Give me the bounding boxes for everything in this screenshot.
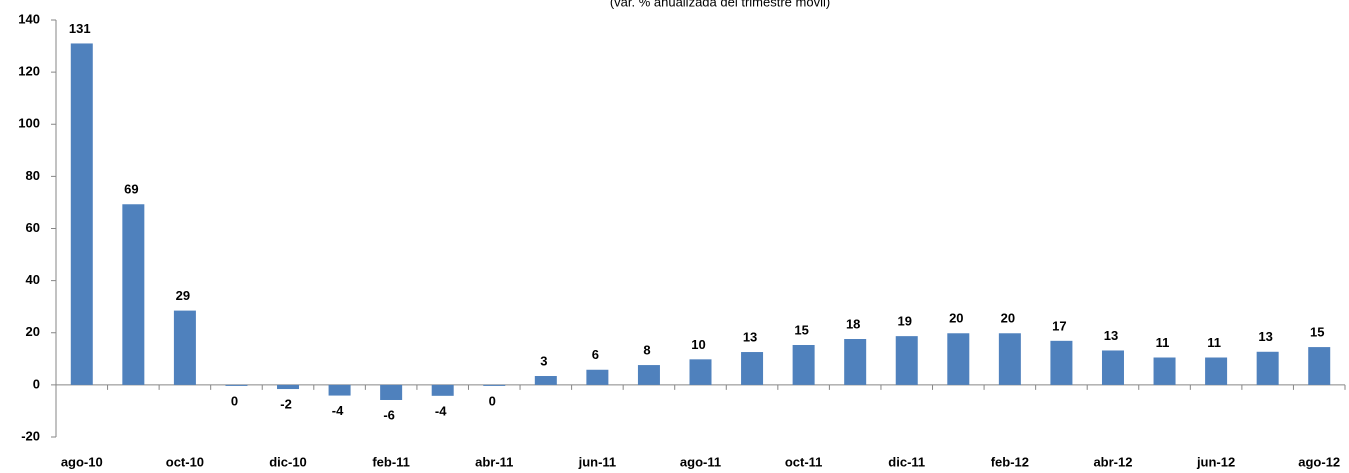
bar bbox=[1308, 347, 1331, 385]
bar bbox=[1101, 350, 1124, 385]
data-label: 0 bbox=[231, 393, 238, 408]
data-label: 15 bbox=[1310, 325, 1324, 340]
bar bbox=[586, 369, 609, 385]
chart-subtitle: (var. % anualizada del trimestre móvil) bbox=[610, 0, 830, 9]
bar bbox=[741, 352, 764, 385]
data-label: 13 bbox=[1258, 329, 1272, 344]
x-tick-label: ago-12 bbox=[1298, 454, 1340, 469]
bar bbox=[1205, 357, 1228, 385]
x-tick-label: jun-11 bbox=[578, 454, 617, 469]
data-label: 13 bbox=[1104, 328, 1118, 343]
bar bbox=[534, 376, 557, 385]
y-tick-label: -20 bbox=[21, 428, 40, 443]
x-tick-label: jun-12 bbox=[1196, 454, 1235, 469]
data-label: 20 bbox=[1001, 311, 1015, 326]
data-label: 20 bbox=[949, 311, 963, 326]
bar bbox=[895, 336, 918, 385]
data-label: 3 bbox=[540, 353, 547, 368]
bar bbox=[947, 333, 970, 385]
data-label: 10 bbox=[691, 337, 705, 352]
data-label: -2 bbox=[280, 396, 292, 411]
data-label: 17 bbox=[1052, 318, 1066, 333]
data-label: 8 bbox=[643, 343, 650, 358]
bar bbox=[1153, 357, 1176, 385]
data-label: 69 bbox=[124, 182, 138, 197]
bar bbox=[483, 384, 506, 386]
bar bbox=[1050, 340, 1073, 385]
y-tick-label: 60 bbox=[26, 220, 40, 235]
bar bbox=[998, 333, 1021, 385]
bar bbox=[328, 384, 351, 396]
x-tick-label: ago-10 bbox=[61, 454, 103, 469]
data-label: -4 bbox=[435, 403, 447, 418]
bar bbox=[1256, 351, 1279, 385]
y-tick-label: 20 bbox=[26, 324, 40, 339]
bar bbox=[689, 359, 712, 385]
data-label: 29 bbox=[176, 288, 190, 303]
data-label: 13 bbox=[743, 329, 757, 344]
data-label: 6 bbox=[592, 347, 599, 362]
y-tick-label: 0 bbox=[33, 376, 40, 391]
x-tick-label: oct-10 bbox=[166, 454, 204, 469]
data-label: 18 bbox=[846, 316, 860, 331]
bar bbox=[792, 344, 815, 385]
y-tick-label: 100 bbox=[18, 116, 40, 131]
y-tick-label: 40 bbox=[26, 272, 40, 287]
bar bbox=[173, 310, 196, 385]
y-tick-label: 140 bbox=[18, 11, 40, 26]
bar bbox=[844, 339, 867, 385]
x-tick-label: abr-12 bbox=[1093, 454, 1132, 469]
x-tick-label: feb-11 bbox=[372, 454, 410, 469]
data-label: 11 bbox=[1156, 335, 1170, 350]
x-tick-label: abr-11 bbox=[475, 454, 513, 469]
data-label: 131 bbox=[69, 21, 91, 36]
x-tick-label: dic-10 bbox=[269, 454, 307, 469]
data-label: -4 bbox=[332, 403, 344, 418]
bar bbox=[380, 384, 403, 400]
y-tick-label: 80 bbox=[26, 168, 40, 183]
data-label: 15 bbox=[794, 322, 808, 337]
bar bbox=[122, 204, 145, 385]
data-label: 0 bbox=[489, 393, 496, 408]
bar bbox=[637, 365, 660, 385]
data-label: 19 bbox=[898, 314, 912, 329]
x-tick-label: oct-11 bbox=[785, 454, 823, 469]
data-label: 11 bbox=[1207, 335, 1221, 350]
bar bbox=[70, 43, 93, 385]
bar bbox=[431, 384, 454, 396]
x-tick-label: ago-11 bbox=[680, 454, 721, 469]
bar bbox=[225, 384, 248, 386]
bar bbox=[277, 384, 300, 390]
y-tick-label: 120 bbox=[18, 64, 40, 79]
x-tick-label: feb-12 bbox=[991, 454, 1029, 469]
data-label: -6 bbox=[383, 407, 395, 422]
x-tick-label: dic-11 bbox=[888, 454, 925, 469]
